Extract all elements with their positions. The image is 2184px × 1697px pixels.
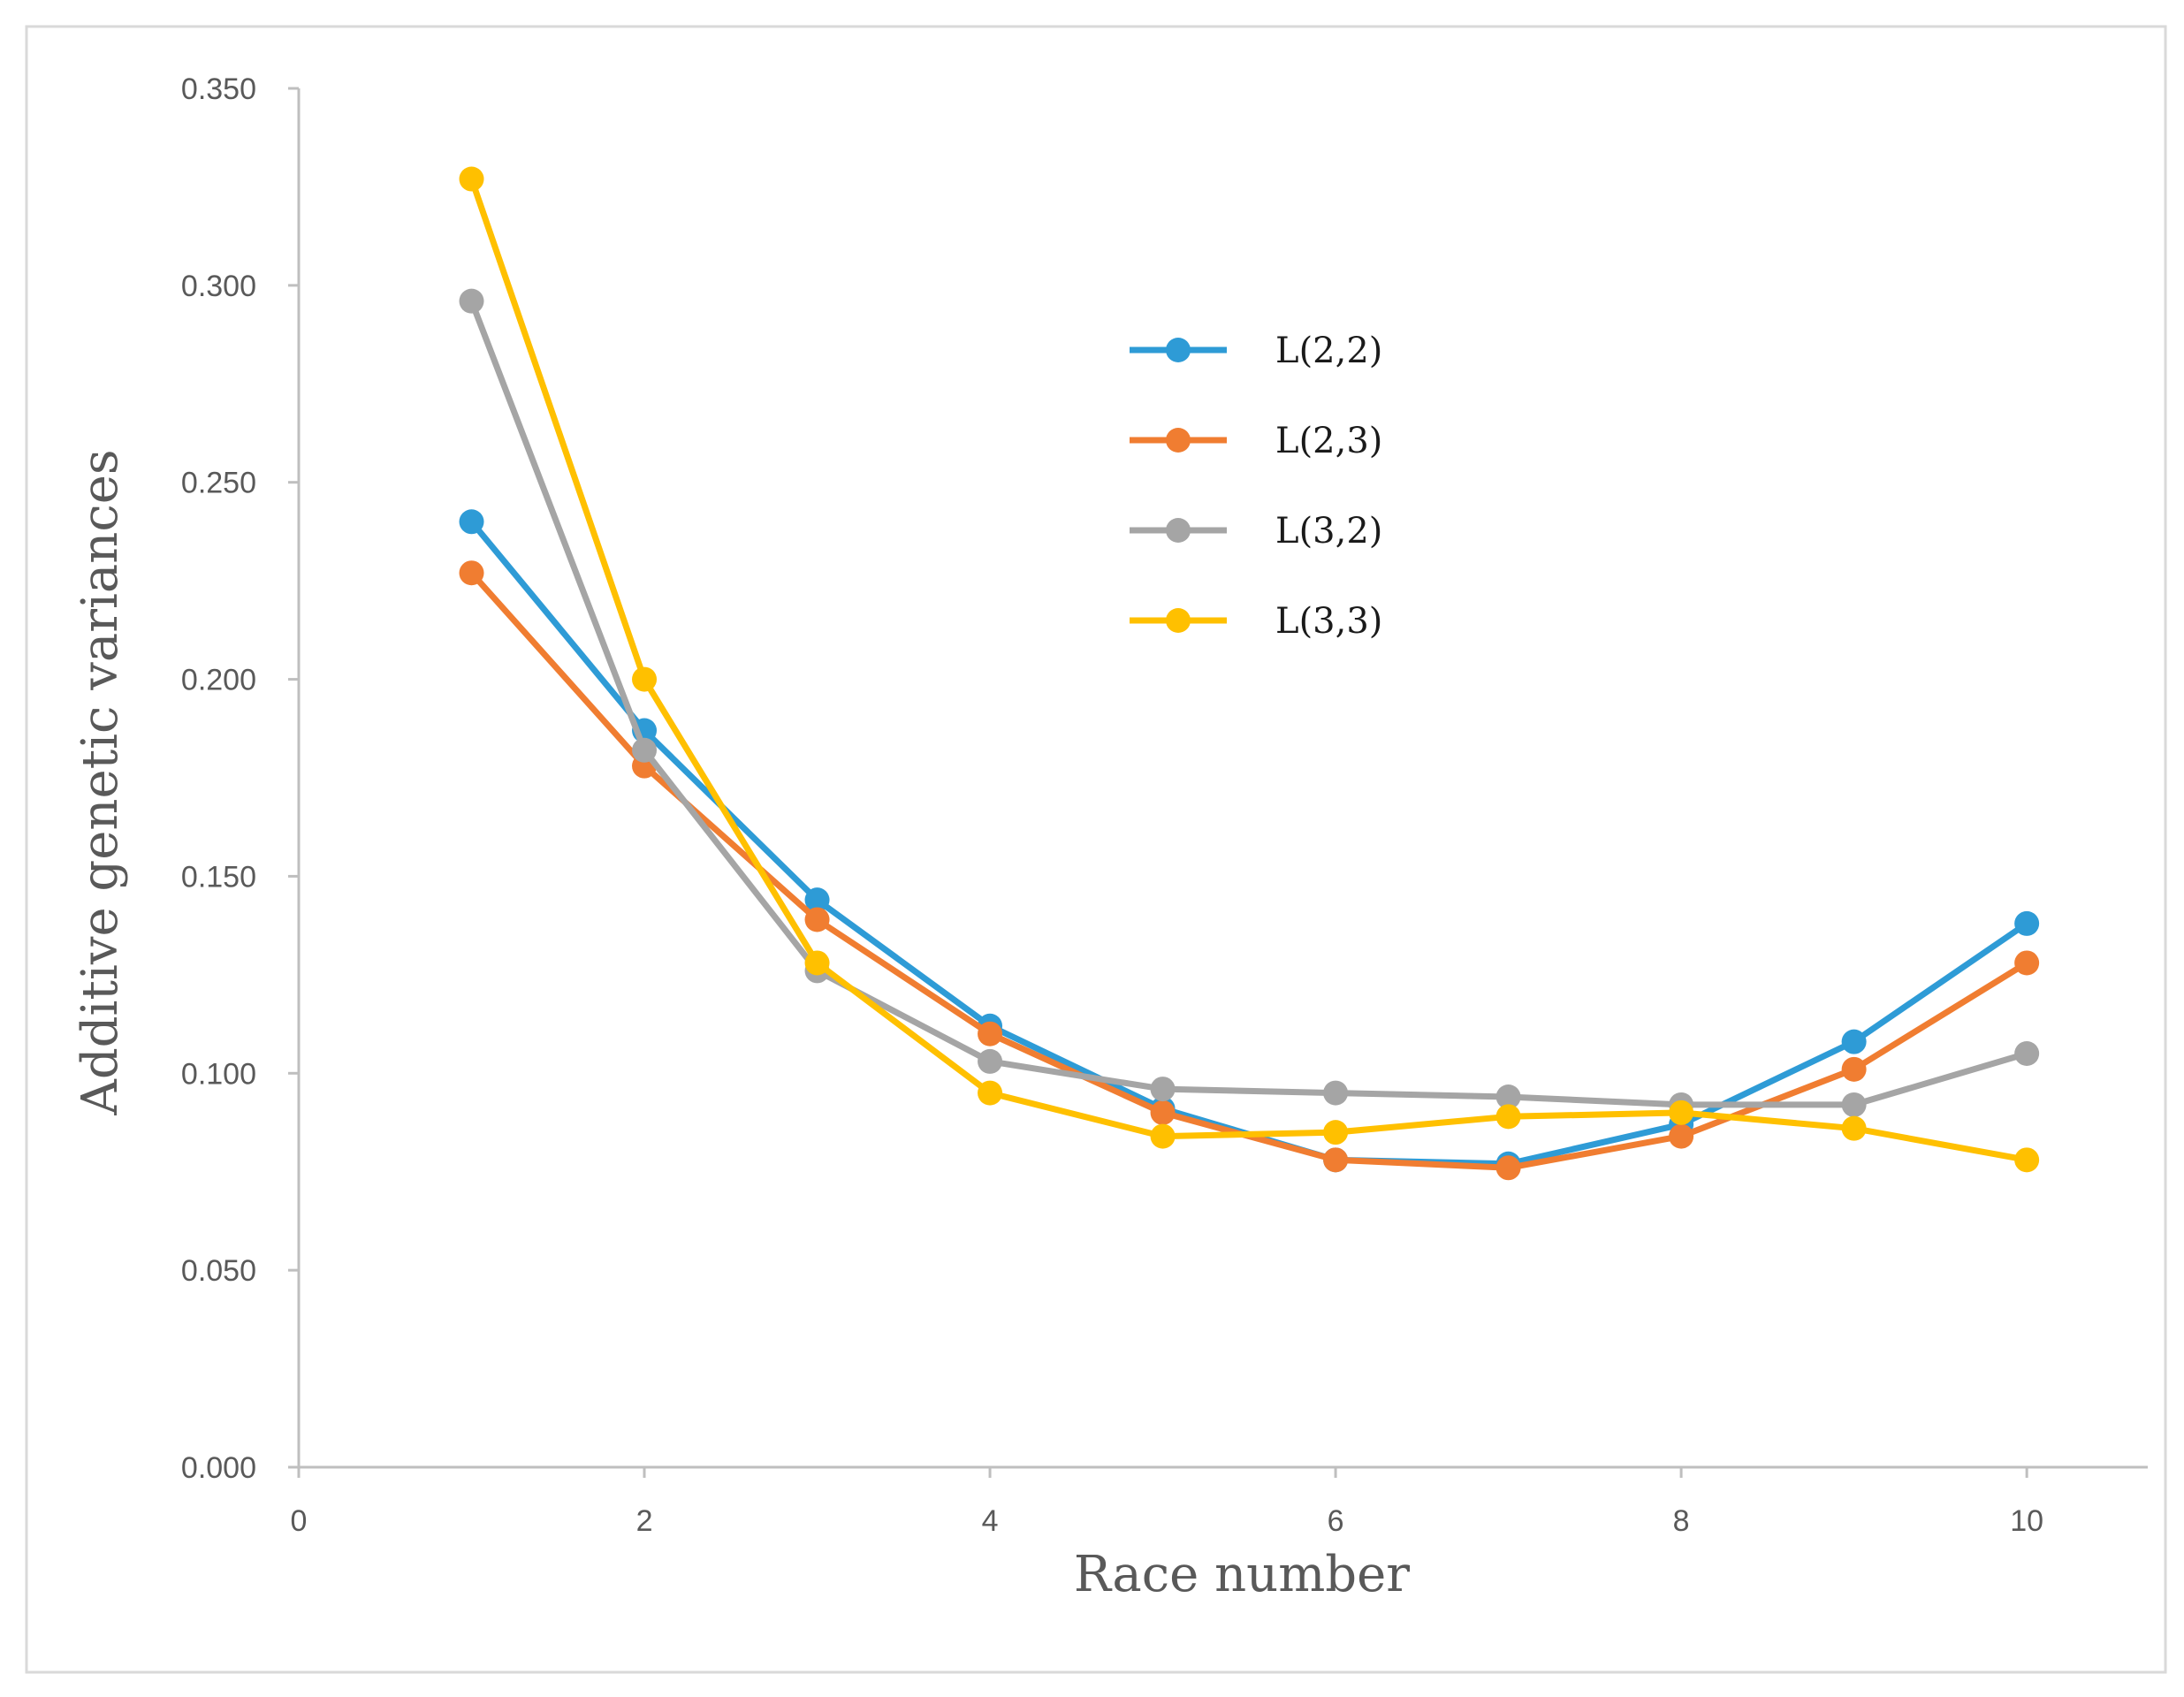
- axes: 0.000 0.050 0.100 0.150 0.200 0.250 0.300 0.350…: [181, 72, 2148, 1538]
- x-tick-label: 8: [1673, 1504, 1690, 1538]
- y-tick-label: 0.050: [181, 1254, 256, 1288]
- data-point: [1495, 1084, 1521, 1110]
- data-point: [1841, 1092, 1867, 1117]
- data-point: [1323, 1080, 1349, 1106]
- data-point: [804, 887, 830, 913]
- series-lines: [459, 166, 2040, 1181]
- series-line: [468, 298, 2030, 1108]
- legend-swatch-marker: [1166, 428, 1191, 453]
- data-point: [1669, 1123, 1694, 1149]
- chart-border: [25, 25, 2167, 1674]
- y-tick-label: 0.300: [181, 270, 256, 303]
- series-L(3,3): [459, 166, 2040, 1173]
- data-point: [1495, 1104, 1521, 1130]
- data-point: [2014, 910, 2040, 936]
- data-point: [459, 166, 484, 192]
- legend: L(2,2) L(2,3) L(3,2) L(3,3): [1130, 331, 1382, 642]
- data-point: [1323, 1120, 1349, 1145]
- data-point: [632, 737, 658, 763]
- legend-item: L(3,2): [1130, 511, 1382, 552]
- legend-label: L(2,3): [1275, 421, 1382, 461]
- y-tick-label: 0.350: [181, 72, 256, 106]
- data-point: [459, 560, 484, 586]
- data-point: [1841, 1029, 1867, 1054]
- data-point: [804, 950, 830, 976]
- data-point: [2014, 950, 2040, 976]
- x-tick-label: 6: [1328, 1504, 1344, 1538]
- legend-swatch-marker: [1166, 518, 1191, 543]
- data-point: [978, 1080, 1003, 1106]
- legend-item: L(2,3): [1130, 421, 1382, 461]
- y-tick-label: 0.000: [181, 1451, 256, 1485]
- legend-swatch-marker: [1166, 608, 1191, 633]
- series-line: [468, 176, 2030, 1163]
- data-point: [632, 666, 658, 692]
- legend-label: L(3,3): [1275, 601, 1382, 642]
- data-point: [1150, 1100, 1176, 1125]
- data-point: [1495, 1155, 1521, 1181]
- data-point: [978, 1021, 1003, 1046]
- y-tick-label: 0.200: [181, 664, 256, 697]
- data-point: [1150, 1077, 1176, 1102]
- legend-label: L(3,2): [1275, 511, 1382, 552]
- data-point: [978, 1048, 1003, 1074]
- x-tick-label: 10: [2010, 1504, 2043, 1538]
- x-tick-label: 2: [636, 1504, 653, 1538]
- legend-item: L(3,3): [1130, 601, 1382, 642]
- x-tick-label: 4: [982, 1504, 999, 1538]
- data-point: [804, 907, 830, 932]
- legend-label: L(2,2): [1275, 331, 1382, 371]
- data-point: [1150, 1123, 1176, 1149]
- y-tick-label: 0.250: [181, 467, 256, 500]
- x-axis-title: Race number: [1074, 1546, 1410, 1603]
- data-point: [1841, 1056, 1867, 1082]
- x-tick-label: 0: [291, 1504, 308, 1538]
- data-point: [2014, 1147, 2040, 1173]
- y-tick-label: 0.100: [181, 1057, 256, 1091]
- data-point: [1841, 1115, 1867, 1141]
- data-point: [459, 509, 484, 535]
- y-axis-title: Additive genetic variances: [72, 449, 129, 1115]
- data-point: [1669, 1100, 1694, 1125]
- legend-swatch-marker: [1166, 338, 1191, 362]
- data-point: [1323, 1147, 1349, 1173]
- y-tick-label: 0.150: [181, 860, 256, 894]
- data-point: [2014, 1041, 2040, 1066]
- data-point: [459, 288, 484, 314]
- legend-item: L(2,2): [1130, 331, 1382, 371]
